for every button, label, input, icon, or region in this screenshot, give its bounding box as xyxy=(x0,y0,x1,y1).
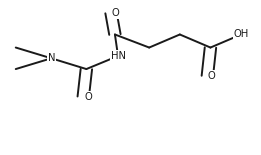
Text: O: O xyxy=(112,8,120,18)
Text: N: N xyxy=(48,53,55,63)
Text: O: O xyxy=(84,92,92,102)
Text: HN: HN xyxy=(111,51,126,61)
Text: O: O xyxy=(207,71,215,81)
Text: OH: OH xyxy=(234,29,249,40)
